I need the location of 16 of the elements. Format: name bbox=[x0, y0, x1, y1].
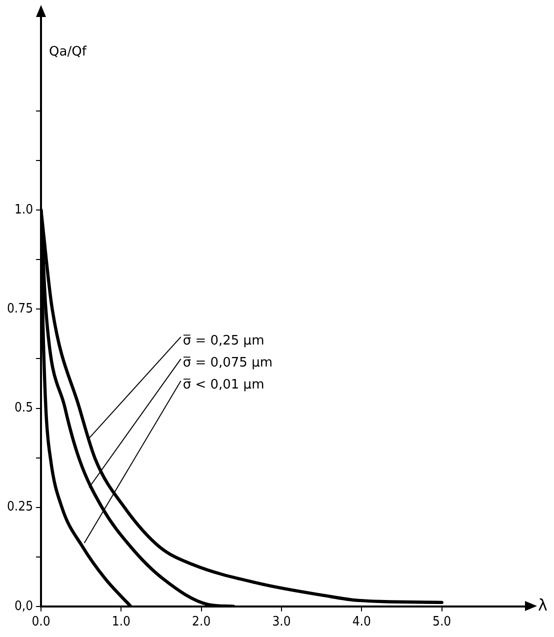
y-tick-label: 0.25 bbox=[6, 500, 34, 515]
y-tick-label: 1.0 bbox=[14, 202, 34, 218]
x-tick-label: 4.0 bbox=[352, 614, 371, 630]
x-tick-label: 1.0 bbox=[112, 614, 130, 630]
x-tick-label: 2.0 bbox=[192, 614, 211, 630]
x-tick-label: 0.0 bbox=[32, 614, 50, 630]
x-tick-label: 3.0 bbox=[272, 614, 291, 630]
y-tick-label: 0.75 bbox=[6, 302, 34, 317]
x-tick-label: 5.0 bbox=[432, 614, 452, 630]
annotation: σ̅ = 0,075 µm bbox=[182, 355, 273, 370]
y-axis-title: Qa/Qf bbox=[49, 44, 87, 60]
y-tick-label: 0.5 bbox=[14, 400, 34, 416]
x-axis-title: λ bbox=[538, 596, 548, 615]
annotation: σ̅ < 0,01 µm bbox=[182, 377, 264, 392]
annotation: σ̅ = 0,25 µm bbox=[182, 333, 264, 348]
y-tick-label: 0,0 bbox=[14, 598, 34, 614]
